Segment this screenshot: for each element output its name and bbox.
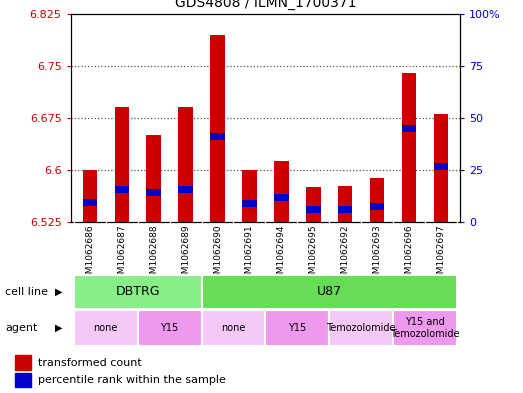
Bar: [306, 187, 321, 222]
Bar: [83, 170, 97, 222]
Text: Y15: Y15: [288, 323, 306, 333]
Text: DBTRG: DBTRG: [116, 285, 160, 298]
Bar: [434, 114, 448, 222]
Text: Y15: Y15: [161, 323, 179, 333]
Bar: [306, 206, 321, 213]
Bar: [201, 275, 457, 309]
Text: none: none: [221, 323, 246, 333]
Bar: [274, 161, 289, 222]
Bar: [115, 186, 129, 193]
Bar: [242, 170, 257, 222]
Text: U87: U87: [317, 285, 342, 298]
Bar: [434, 163, 448, 170]
Bar: [146, 135, 161, 222]
Bar: [266, 310, 329, 346]
Bar: [74, 275, 201, 309]
Bar: [393, 310, 457, 346]
Bar: [210, 133, 225, 140]
Text: ▶: ▶: [55, 287, 62, 297]
Bar: [16, 373, 30, 387]
Bar: [402, 125, 416, 132]
Bar: [274, 194, 289, 200]
Text: Y15 and
Temozolomide: Y15 and Temozolomide: [390, 318, 460, 339]
Bar: [201, 310, 266, 346]
Bar: [146, 189, 161, 196]
Bar: [178, 186, 193, 193]
Bar: [138, 310, 201, 346]
Text: cell line: cell line: [5, 287, 48, 297]
Text: percentile rank within the sample: percentile rank within the sample: [38, 375, 226, 385]
Bar: [338, 206, 353, 213]
Bar: [74, 310, 138, 346]
Bar: [16, 355, 30, 369]
Bar: [242, 200, 257, 207]
Text: transformed count: transformed count: [38, 358, 142, 367]
Text: Temozolomide: Temozolomide: [326, 323, 396, 333]
Bar: [210, 35, 225, 222]
Bar: [370, 203, 384, 209]
Bar: [329, 310, 393, 346]
Bar: [338, 186, 353, 222]
Bar: [402, 73, 416, 222]
Bar: [370, 178, 384, 222]
Bar: [178, 107, 193, 222]
Text: ▶: ▶: [55, 323, 62, 333]
Bar: [83, 199, 97, 206]
Title: GDS4808 / ILMN_1700371: GDS4808 / ILMN_1700371: [175, 0, 356, 10]
Text: none: none: [94, 323, 118, 333]
Text: agent: agent: [5, 323, 38, 333]
Bar: [115, 107, 129, 222]
